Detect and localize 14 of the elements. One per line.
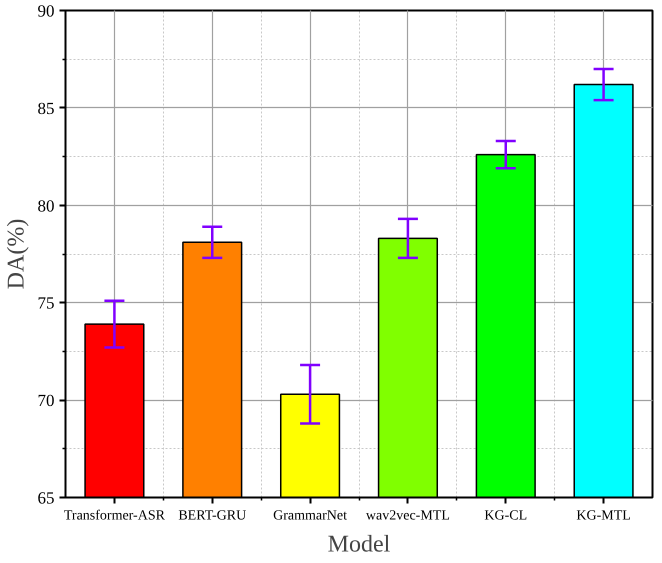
- y-tick-label: 75: [38, 294, 54, 313]
- y-tick-label: 65: [38, 488, 54, 508]
- y-axis-title: DA(%): [4, 218, 30, 290]
- y-tick-label: 70: [38, 391, 54, 410]
- y-tick-label: 80: [38, 196, 54, 216]
- x-tick-label: KG-MTL: [576, 508, 631, 524]
- x-tick-label: KG-CL: [484, 508, 528, 524]
- x-tick-label: Transformer-ASR: [64, 508, 166, 524]
- y-tick-label: 90: [38, 2, 54, 20]
- x-tick-label: GrammarNet: [273, 508, 348, 524]
- x-tick-label: wav2vec-MTL: [366, 508, 450, 524]
- x-axis-title: Model: [328, 532, 391, 558]
- x-tick-label: BERT-GRU: [178, 508, 246, 524]
- y-tick-label: 85: [38, 98, 54, 118]
